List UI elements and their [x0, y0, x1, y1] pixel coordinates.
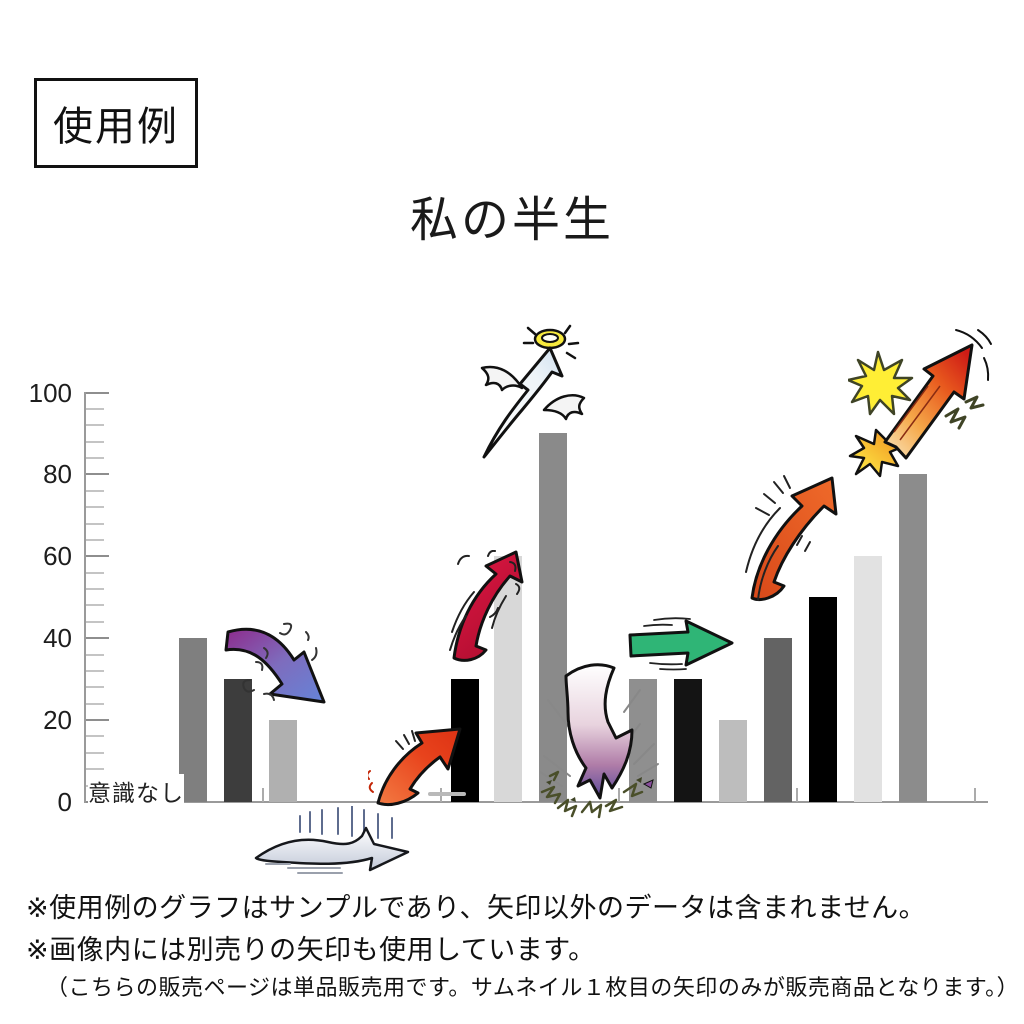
rocket-starburst	[848, 350, 914, 416]
y-minor-tick	[86, 653, 104, 656]
orange-launch-arrow-body	[376, 727, 462, 807]
red-rise-arrow-icon	[449, 550, 524, 662]
y-minor-tick	[86, 702, 104, 705]
y-minor-tick	[86, 407, 104, 410]
footnote-line-1: ※使用例のグラフはサンプルであり、矢印以外のデータは含まれません。	[26, 893, 927, 923]
angel-arrow-icon	[480, 324, 586, 459]
y-minor-tick	[86, 588, 104, 591]
y-axis-line	[84, 392, 86, 803]
rocket-flame	[848, 428, 906, 478]
bar	[674, 679, 702, 802]
green-arrow-body	[628, 619, 734, 667]
purple-crash-arrow-body	[564, 663, 634, 800]
footnote-line-2: ※画像内には別売りの矢印も使用しています。	[26, 935, 596, 965]
silver-flat-arrow-speed-lines	[265, 863, 343, 874]
purple-decline-arrow-icon	[224, 622, 326, 704]
y-minor-tick	[86, 538, 104, 541]
halo-rays	[522, 324, 580, 360]
bar	[854, 556, 882, 802]
y-minor-tick	[86, 424, 104, 427]
footnote-line-3: （こちらの販売ページは単品販売用です。サムネイル１枚目の矢印のみが販売商品となり…	[46, 975, 1020, 1000]
orange-launch-arrow-accents	[395, 730, 416, 750]
red-rise-arrow-body	[452, 550, 524, 662]
y-minor-tick	[86, 686, 104, 689]
usage-example-badge: 使用例	[34, 78, 198, 168]
angel-arrow-body	[482, 346, 564, 459]
orange-curve-arrow-icon	[745, 475, 838, 601]
y-major-tick	[86, 555, 109, 558]
y-major-tick	[86, 473, 109, 476]
orange-launch-arrow-sputter	[368, 770, 374, 793]
bar	[809, 597, 837, 802]
crash-debris	[540, 770, 644, 819]
bar	[539, 433, 567, 802]
orange-curve-arrow-accents	[745, 475, 811, 601]
purple-decline-arrow-body	[224, 627, 326, 704]
y-minor-tick	[86, 489, 104, 492]
y-minor-tick	[86, 457, 104, 460]
y-major-tick	[86, 391, 109, 394]
axis-annotation: 意識なし	[88, 774, 184, 808]
green-straight-arrow-icon	[628, 617, 734, 671]
orange-launch-arrow-icon	[368, 727, 466, 807]
orange-curve-arrow-body	[750, 476, 838, 601]
silver-flat-arrow-body	[254, 826, 410, 872]
y-minor-tick	[86, 768, 104, 771]
y-major-tick	[86, 637, 109, 640]
y-axis-label: 40	[43, 623, 72, 654]
y-axis-label: 60	[43, 541, 72, 572]
y-minor-tick	[86, 735, 104, 738]
usage-example-label: 使用例	[53, 105, 179, 149]
y-axis-label: 80	[43, 459, 72, 490]
y-minor-tick	[86, 440, 104, 443]
y-minor-tick	[86, 620, 104, 623]
bar	[269, 720, 297, 802]
y-major-tick	[86, 719, 109, 722]
bar	[764, 638, 792, 802]
halo-hole	[541, 333, 559, 343]
red-rise-arrow-accents	[449, 550, 521, 651]
x-tick	[618, 788, 620, 802]
silver-flat-arrow-icon	[254, 806, 410, 874]
bar	[719, 720, 747, 802]
rocket-shaft-lines	[893, 385, 941, 441]
left-wing	[480, 365, 524, 392]
silver-flat-arrow-rain-lines	[299, 806, 393, 839]
y-minor-tick	[86, 669, 104, 672]
y-axis-label: 20	[43, 705, 72, 736]
rocket-speed-lines	[955, 329, 992, 381]
y-axis-label: 0	[57, 787, 72, 817]
x-tick	[796, 788, 798, 802]
y-minor-tick	[86, 506, 104, 509]
x-tick	[974, 788, 976, 802]
purple-crash-arrow-icon	[540, 663, 659, 819]
chart-title: 私の半生	[409, 194, 614, 247]
rocket-zigzags	[944, 395, 985, 430]
y-axis-label: 100	[28, 377, 72, 408]
crash-purple-speck	[642, 779, 654, 789]
bar	[494, 556, 522, 802]
x-tick	[262, 788, 264, 802]
y-minor-tick	[86, 751, 104, 754]
green-arrow-speed-lines	[643, 617, 691, 671]
y-minor-tick	[86, 522, 104, 525]
bar	[899, 474, 927, 802]
rocket-arrow-icon	[848, 329, 992, 478]
y-minor-tick	[86, 571, 104, 574]
y-minor-tick	[86, 604, 104, 607]
right-wing	[542, 394, 586, 421]
purple-decline-arrow-squiggles	[242, 622, 318, 701]
bar	[224, 679, 252, 802]
x-axis-line	[84, 801, 988, 803]
crash-specks	[546, 777, 642, 802]
